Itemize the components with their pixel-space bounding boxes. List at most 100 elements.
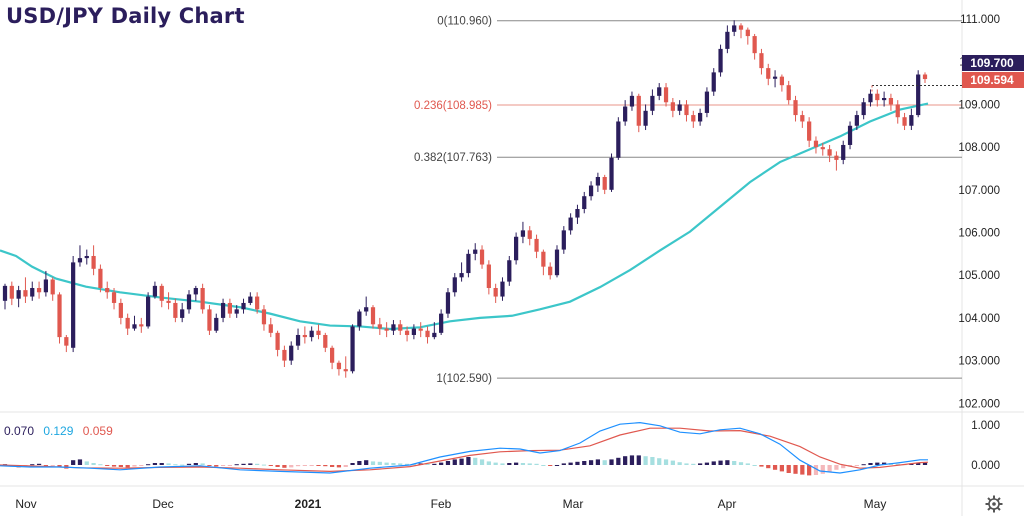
macd-histogram-bar [77, 459, 83, 465]
candle-body [752, 36, 757, 54]
macd-histogram-bar [602, 460, 607, 465]
candle-body [139, 324, 144, 327]
candle-body [466, 253, 471, 274]
macd-histogram-bar [71, 460, 76, 465]
chart-title: USD/JPY Daily Chart [6, 4, 245, 28]
macd-histogram-bar [173, 464, 178, 466]
candle-body [404, 330, 410, 335]
macd-histogram-bar [91, 463, 96, 465]
candle-body [323, 334, 328, 348]
candle-body [459, 273, 464, 278]
macd-histogram-bar [459, 458, 464, 465]
candle-body [432, 332, 437, 338]
candle-body [50, 279, 55, 295]
y-tick-label: 106.000 [958, 228, 1000, 240]
price-label-0: 109.700 [970, 56, 1014, 70]
candle-body [568, 217, 573, 231]
macd-histogram-bar [834, 465, 839, 470]
candle-body [629, 95, 635, 107]
macd-histogram-bar [513, 462, 519, 465]
candle-body [854, 115, 859, 126]
candle-body [486, 264, 491, 289]
macd-histogram-bar [50, 465, 55, 467]
candle-body [343, 369, 348, 372]
x-tick-label: Dec [152, 497, 173, 511]
candle-body [623, 106, 628, 122]
candle-body [582, 196, 587, 210]
macd-histogram-bar [316, 465, 321, 466]
macd-histogram-bar [350, 463, 355, 465]
candle-body [868, 93, 873, 103]
macd-histogram-bar [595, 459, 601, 465]
macd-histogram-bar [289, 465, 294, 468]
candle-body [909, 115, 914, 126]
macd-histogram-bar [766, 465, 771, 469]
candle-body [309, 330, 314, 338]
macd-histogram-bar [398, 463, 403, 465]
candle-body [445, 292, 451, 314]
candle-body [418, 328, 423, 331]
gear-icon[interactable] [984, 494, 1004, 514]
candle-body [786, 85, 791, 101]
macd-histogram-bar [357, 461, 362, 465]
candle-body [888, 97, 894, 105]
candle-body [793, 100, 798, 116]
macd-histogram-bar [132, 465, 137, 467]
macd-histogram-bar [541, 465, 546, 466]
candle-body [71, 262, 76, 348]
macd-histogram-bar [84, 461, 89, 465]
macd-histogram-bar [738, 462, 744, 465]
candle-body [493, 288, 498, 297]
macd-histogram-bar [881, 462, 887, 465]
macd-histogram-bar [663, 459, 669, 465]
macd-histogram-bar [336, 465, 342, 468]
candle-body [411, 328, 417, 335]
fib-label-3: 1(102.590) [436, 373, 492, 385]
macd-histogram-bar [827, 465, 832, 473]
candle-body [916, 74, 921, 116]
candle-body [275, 332, 280, 350]
macd-histogram-bar [180, 464, 185, 466]
macd-histogram-bar [370, 461, 376, 465]
macd-histogram-bar [214, 465, 219, 467]
candle-body [370, 307, 376, 325]
y-tick-label: 103.000 [958, 356, 1000, 368]
candle-body [520, 230, 526, 237]
candle-body [922, 74, 928, 80]
candle-body [881, 97, 887, 101]
macd-histogram-bar [711, 461, 716, 465]
macd-histogram-bar [623, 456, 628, 465]
macd-histogram-bar [697, 463, 703, 465]
candle-body [636, 95, 641, 126]
macd-histogram-bar [473, 457, 478, 465]
candle-body [800, 115, 805, 122]
macd-histogram-bar [302, 465, 307, 466]
y-tick-label: 105.000 [958, 270, 1000, 282]
macd-histogram-bar [384, 462, 389, 465]
macd-histogram-bar [916, 462, 921, 465]
macd-line [0, 421, 928, 474]
macd-histogram-bar [650, 457, 655, 465]
macd-histogram-bar [582, 461, 587, 465]
macd-histogram-bar [854, 465, 859, 466]
macd-histogram-bar [875, 462, 880, 465]
macd-histogram-bar [255, 463, 260, 465]
macd-histogram-bar [534, 463, 539, 465]
candle-body [91, 255, 96, 269]
macd-histogram-bar [445, 461, 451, 465]
candle-body [732, 25, 737, 32]
macd-histogram-bar [479, 459, 485, 465]
macd-histogram-bar [800, 465, 805, 475]
macd-histogram-bar [377, 461, 382, 465]
macd-histogram-bar [554, 465, 560, 466]
candle-body [541, 251, 546, 267]
macd-histogram-bar [207, 465, 212, 466]
candle-body [173, 302, 178, 318]
macd-histogram-bar [105, 465, 110, 466]
candle-body [595, 176, 601, 186]
y-tick-label: 108.000 [958, 142, 1000, 154]
candle-body [36, 288, 42, 293]
macd-histogram-bar [500, 463, 505, 465]
macd-histogram-bar [636, 455, 641, 465]
